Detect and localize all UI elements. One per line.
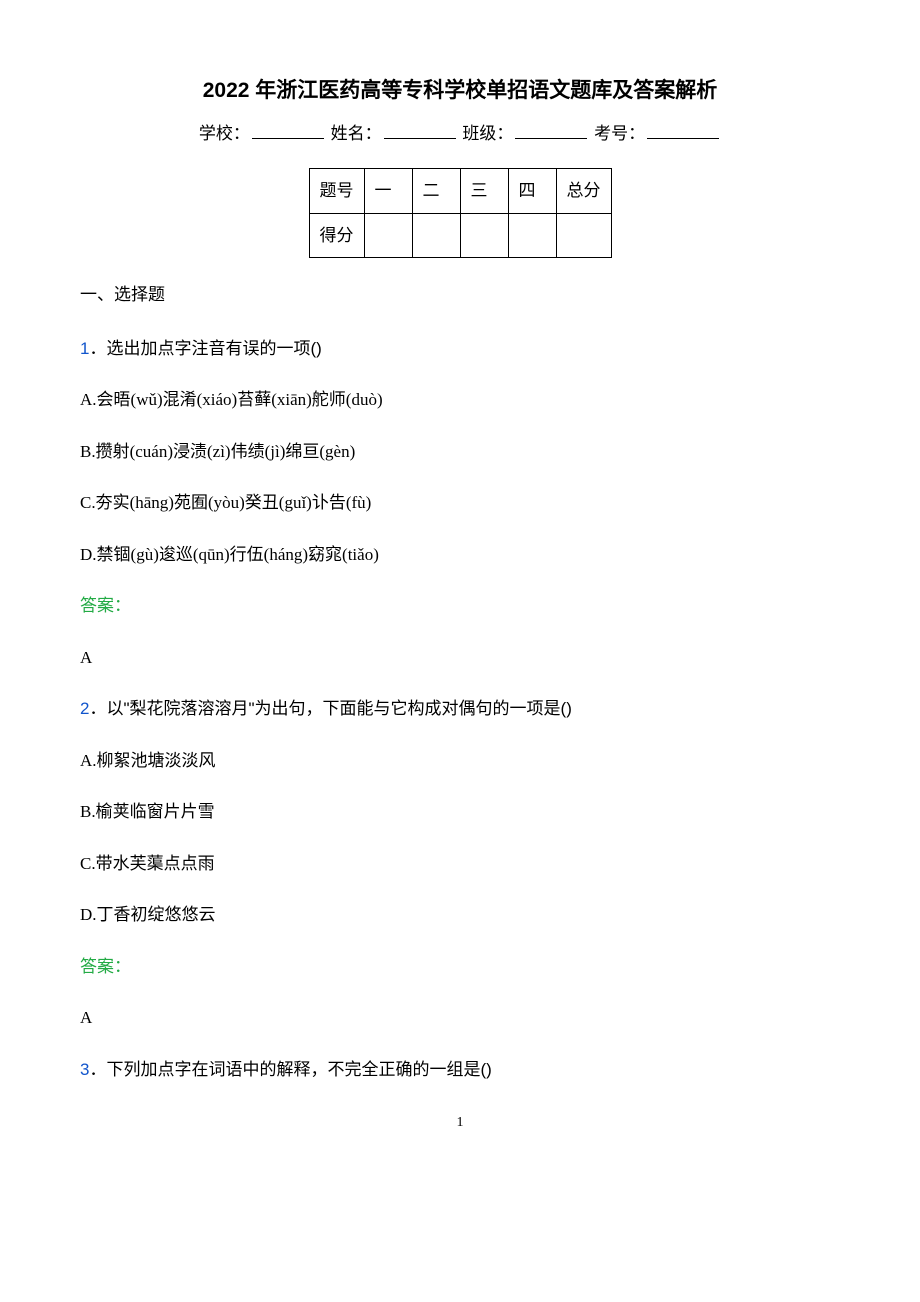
option: C.带水芙蕖点点雨 bbox=[80, 851, 840, 877]
table-row: 得分 bbox=[309, 213, 611, 258]
examid-blank bbox=[647, 122, 719, 139]
score-cell bbox=[556, 213, 611, 258]
col-cell: 四 bbox=[508, 169, 556, 214]
header-label-cell: 题号 bbox=[309, 169, 364, 214]
class-blank bbox=[515, 122, 587, 139]
col-cell: 三 bbox=[460, 169, 508, 214]
answer-label: 答案： bbox=[80, 593, 840, 619]
question: 3．下列加点字在词语中的解释，不完全正确的一组是() bbox=[80, 1057, 840, 1083]
score-cell bbox=[460, 213, 508, 258]
col-cell: 一 bbox=[364, 169, 412, 214]
option: D.禁锢(gù)逡巡(qūn)行伍(háng)窈窕(tiǎo) bbox=[80, 542, 840, 568]
question-sep: ． bbox=[89, 1060, 106, 1079]
section-heading: 一、选择题 bbox=[80, 282, 840, 308]
school-label: 学校： bbox=[199, 124, 250, 143]
examid-label: 考号： bbox=[594, 124, 645, 143]
question-sep: ． bbox=[89, 339, 106, 358]
option: D.丁香初绽悠悠云 bbox=[80, 902, 840, 928]
answer-label: 答案： bbox=[80, 954, 840, 980]
score-cell bbox=[364, 213, 412, 258]
question-text: 选出加点字注音有误的一项() bbox=[106, 339, 321, 358]
question: 1．选出加点字注音有误的一项() bbox=[80, 336, 840, 362]
question-text: 下列加点字在词语中的解释，不完全正确的一组是() bbox=[106, 1060, 491, 1079]
col-cell: 总分 bbox=[556, 169, 611, 214]
score-cell bbox=[508, 213, 556, 258]
school-blank bbox=[252, 122, 324, 139]
class-label: 班级： bbox=[462, 124, 513, 143]
page-number: 1 bbox=[80, 1112, 840, 1133]
option: A.柳絮池塘淡淡风 bbox=[80, 748, 840, 774]
score-cell bbox=[412, 213, 460, 258]
name-blank bbox=[384, 122, 456, 139]
option: C.夯实(hāng)苑囿(yòu)癸丑(guǐ)讣告(fù) bbox=[80, 490, 840, 516]
question-sep: ． bbox=[89, 699, 106, 718]
question: 2．以"梨花院落溶溶月"为出句，下面能与它构成对偶句的一项是() bbox=[80, 696, 840, 722]
option: B.攒射(cuán)浸渍(zì)伟绩(jì)绵亘(gèn) bbox=[80, 439, 840, 465]
page-title: 2022 年浙江医药高等专科学校单招语文题库及答案解析 bbox=[80, 75, 840, 107]
answer-value: A bbox=[80, 1005, 840, 1031]
student-info-line: 学校： 姓名： 班级： 考号： bbox=[80, 121, 840, 147]
option: B.榆荚临窗片片雪 bbox=[80, 799, 840, 825]
col-cell: 二 bbox=[412, 169, 460, 214]
question-text: 以"梨花院落溶溶月"为出句，下面能与它构成对偶句的一项是() bbox=[106, 699, 571, 718]
score-table: 题号 一 二 三 四 总分 得分 bbox=[309, 168, 612, 258]
name-label: 姓名： bbox=[331, 124, 382, 143]
answer-value: A bbox=[80, 645, 840, 671]
score-label-cell: 得分 bbox=[309, 213, 364, 258]
option: A.会晤(wǔ)混淆(xiáo)苔藓(xiān)舵师(duò) bbox=[80, 387, 840, 413]
table-row: 题号 一 二 三 四 总分 bbox=[309, 169, 611, 214]
